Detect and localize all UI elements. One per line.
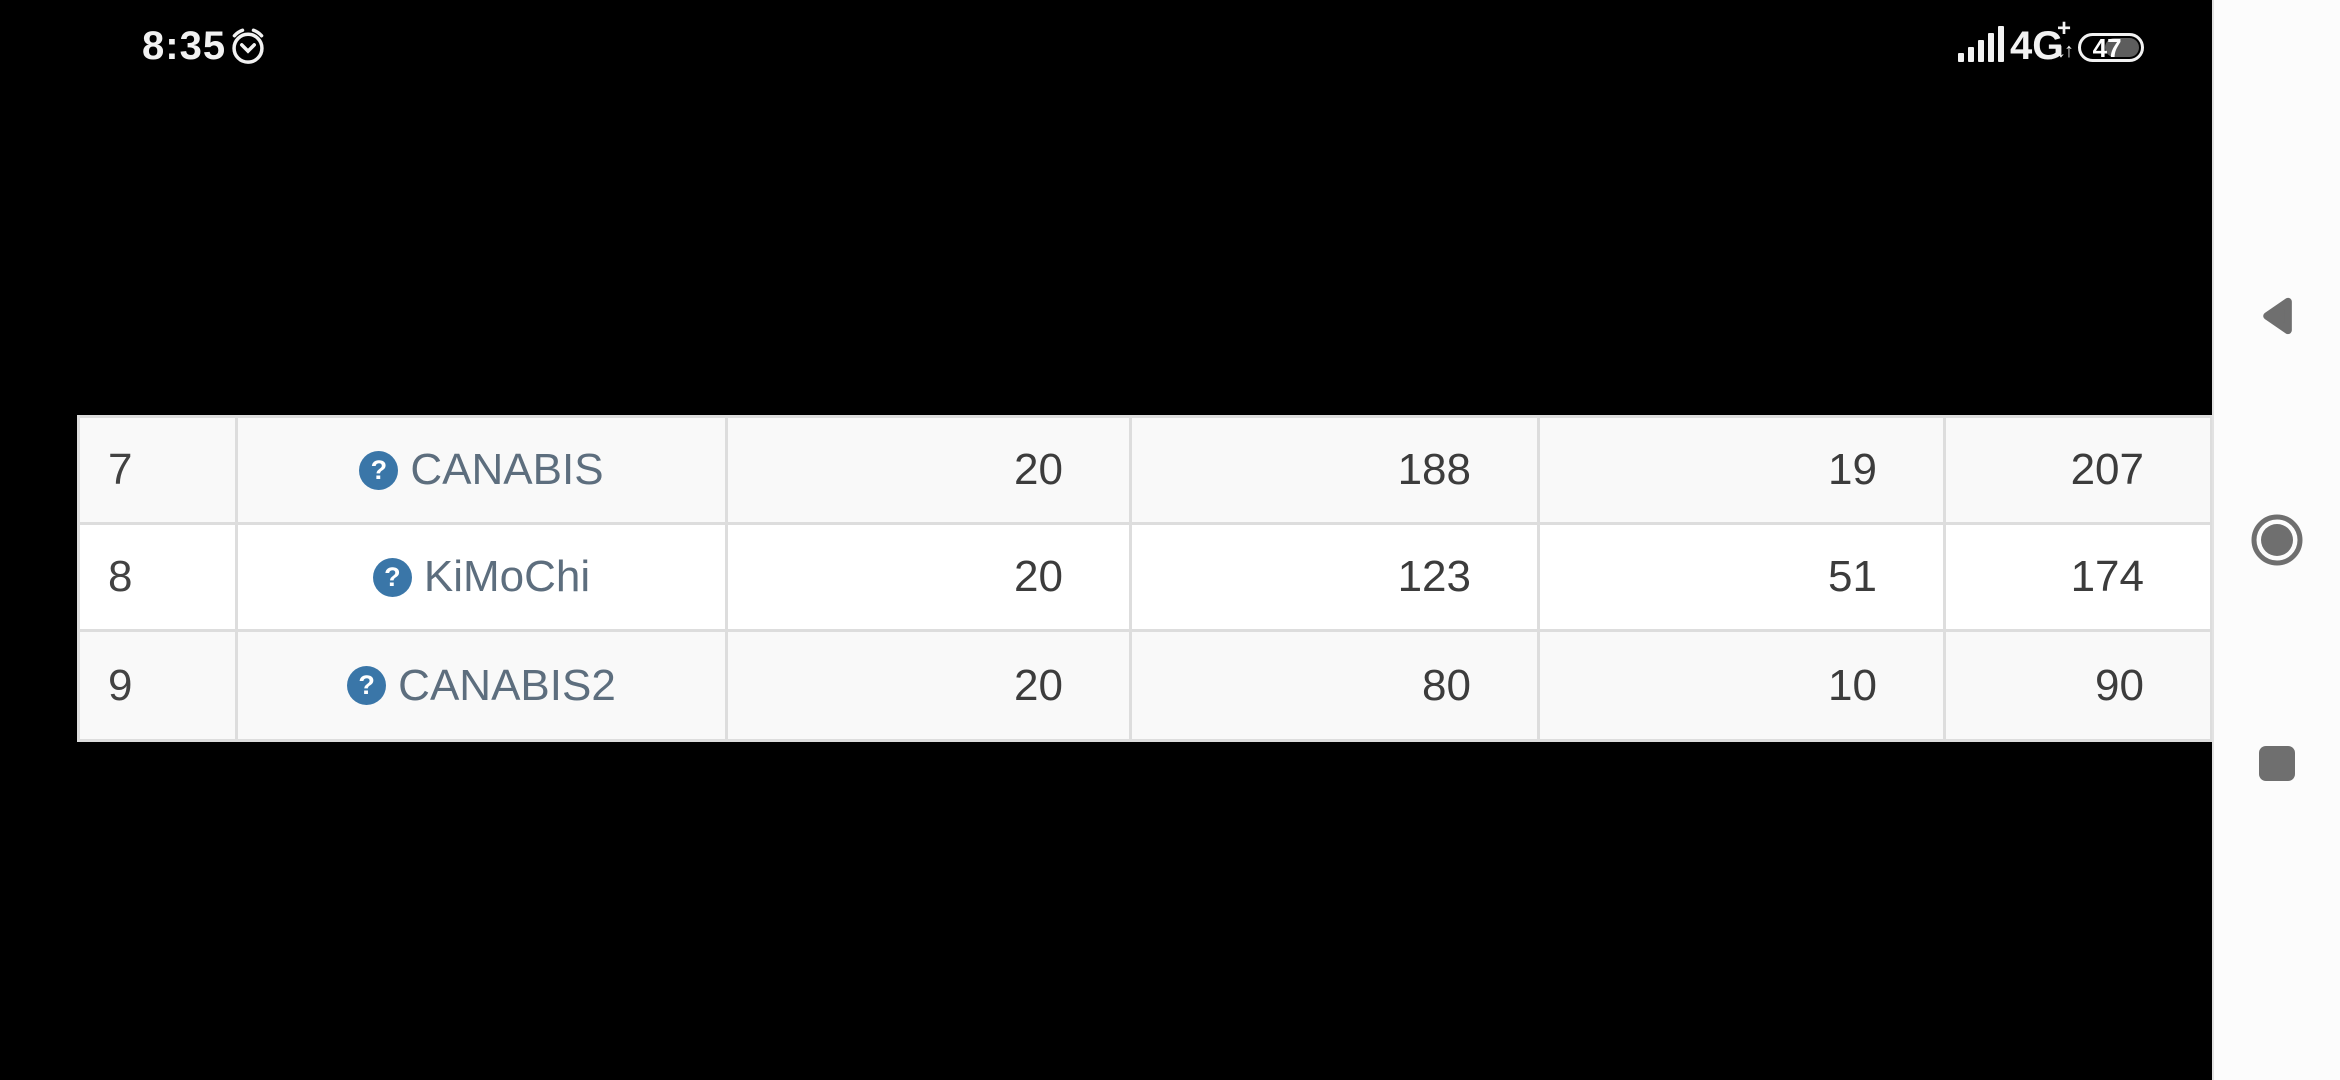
value-cell: 20	[728, 632, 1132, 739]
table-row: 8 ? KiMoChi 20 123 51 174	[80, 525, 2210, 632]
back-triangle-icon	[2257, 297, 2297, 341]
rank-cell: 8	[80, 525, 238, 629]
network-plus-sign: +	[2056, 15, 2071, 42]
value-cell: 207	[2070, 445, 2144, 494]
team-link[interactable]: ? KiMoChi	[372, 552, 591, 602]
signal-strength-icon	[1958, 26, 2008, 67]
android-navigation-bar	[2212, 0, 2340, 1080]
recents-button[interactable]	[2259, 746, 2295, 781]
alarm-clock-icon	[226, 24, 270, 73]
value-cell: 51	[1540, 525, 1946, 629]
question-circle-icon: ?	[372, 557, 412, 597]
leaderboard-table: 7 ? CANABIS 20 188 19 207 8 ? KiMoChi 20…	[77, 415, 2213, 742]
status-bar: 8:35 4G + ↓↑ 47	[0, 0, 2210, 80]
team-cell: ? CANABIS2	[238, 632, 728, 739]
value-cell: 188	[1132, 418, 1540, 522]
value-cell: 20	[728, 418, 1132, 522]
battery-icon: 47	[2078, 33, 2144, 62]
team-name: CANABIS	[410, 445, 604, 494]
team-cell: ? CANABIS	[238, 418, 728, 522]
value-cell: 123	[1132, 525, 1540, 629]
back-button[interactable]	[2257, 294, 2297, 341]
rank-cell: 9	[80, 632, 238, 739]
data-arrows-icon: ↓↑	[2056, 40, 2074, 62]
network-type-label: 4G	[2010, 24, 2064, 68]
home-circle-icon	[2249, 514, 2305, 571]
question-circle-icon: ?	[359, 450, 399, 490]
home-button[interactable]	[2249, 512, 2305, 571]
team-link[interactable]: ? CANABIS2	[347, 661, 616, 711]
clock-time: 8:35	[142, 24, 227, 68]
data-activity-icon: + ↓↑	[2056, 15, 2074, 63]
team-name: KiMoChi	[423, 552, 591, 601]
value-cell: 90	[2095, 660, 2144, 710]
question-circle-icon: ?	[347, 666, 387, 705]
rank-cell: 7	[80, 418, 238, 522]
battery-percentage: 47	[2092, 33, 2122, 63]
value-cell: 20	[728, 525, 1132, 629]
value-cell: 10	[1540, 632, 1946, 739]
value-cell: 80	[1132, 632, 1540, 739]
value-cell: 174	[2070, 552, 2144, 601]
team-name: CANABIS2	[398, 660, 616, 710]
battery-fill-level	[2105, 38, 2139, 57]
value-cell: 19	[1540, 418, 1946, 522]
team-link[interactable]: ? CANABIS	[359, 445, 604, 495]
team-cell: ? KiMoChi	[238, 525, 728, 629]
table-row: 9 ? CANABIS2 20 80 10 90	[80, 632, 2210, 739]
table-row: 7 ? CANABIS 20 188 19 207	[80, 418, 2210, 525]
